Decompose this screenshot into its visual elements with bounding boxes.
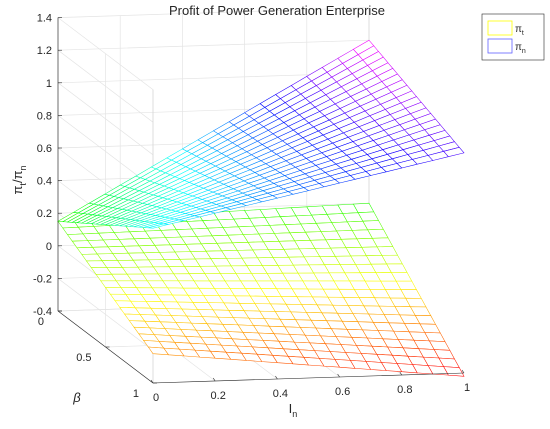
x-tick-mark xyxy=(275,375,278,380)
z-tick-label: 0.4 xyxy=(37,176,52,188)
surface-cell xyxy=(443,366,465,377)
chart-title: Profit of Power Generation Enterprise xyxy=(169,3,385,18)
z-tick-label: 0.2 xyxy=(37,208,52,220)
z-axis-label: πt/πn xyxy=(10,165,28,194)
x-tick-label: 0.2 xyxy=(211,390,226,402)
x-tick-mark xyxy=(337,373,340,378)
y-tick-label: 0.5 xyxy=(76,352,91,364)
axes-front: -0.4 -0.2 0 0.2 0.4 0.6 0.8 1 1.2 1.4 0 0.2 0.4 0.6 0.… xyxy=(33,13,470,404)
y-tick-label: 0 xyxy=(38,316,44,328)
z-tick-label: -0.2 xyxy=(33,273,52,285)
x-tick-label: 0.8 xyxy=(397,384,412,396)
legend-box xyxy=(481,13,545,61)
surfaces xyxy=(57,39,465,377)
x-tick-label: 0 xyxy=(153,392,159,404)
x-tick-mark xyxy=(212,377,216,382)
surface-pi_n xyxy=(57,39,465,229)
legend: πt πn xyxy=(481,13,545,61)
y-axis-label: β xyxy=(72,390,81,405)
x-axis-line xyxy=(152,372,465,384)
x-tick-label: 0.4 xyxy=(273,388,288,400)
z-tick-label: 1.4 xyxy=(37,13,52,25)
legend-swatch-pi-t xyxy=(487,20,513,36)
z-tick-label: 1.2 xyxy=(37,45,52,57)
legend-label-pi-t: πt xyxy=(515,24,524,37)
z-tick-label: -0.4 xyxy=(33,306,52,318)
z-tick-label: 0.6 xyxy=(37,143,52,155)
legend-swatch-pi-n xyxy=(487,38,513,54)
z-tick-label: 0 xyxy=(46,241,52,253)
z-tick-label: 0.8 xyxy=(37,110,52,122)
surface-pi_t xyxy=(57,202,465,377)
x-tick-mark xyxy=(461,369,465,374)
y-tick-label: 1 xyxy=(133,388,139,400)
x-tick-mark xyxy=(399,371,403,376)
x-tick-label: 0.6 xyxy=(335,386,350,398)
x-axis-label: In xyxy=(289,401,298,419)
surface-cell xyxy=(443,146,465,158)
legend-label-pi-n: πn xyxy=(515,42,526,55)
x-tick-label: 1 xyxy=(464,382,470,394)
z-tick-label: 1 xyxy=(46,78,52,90)
